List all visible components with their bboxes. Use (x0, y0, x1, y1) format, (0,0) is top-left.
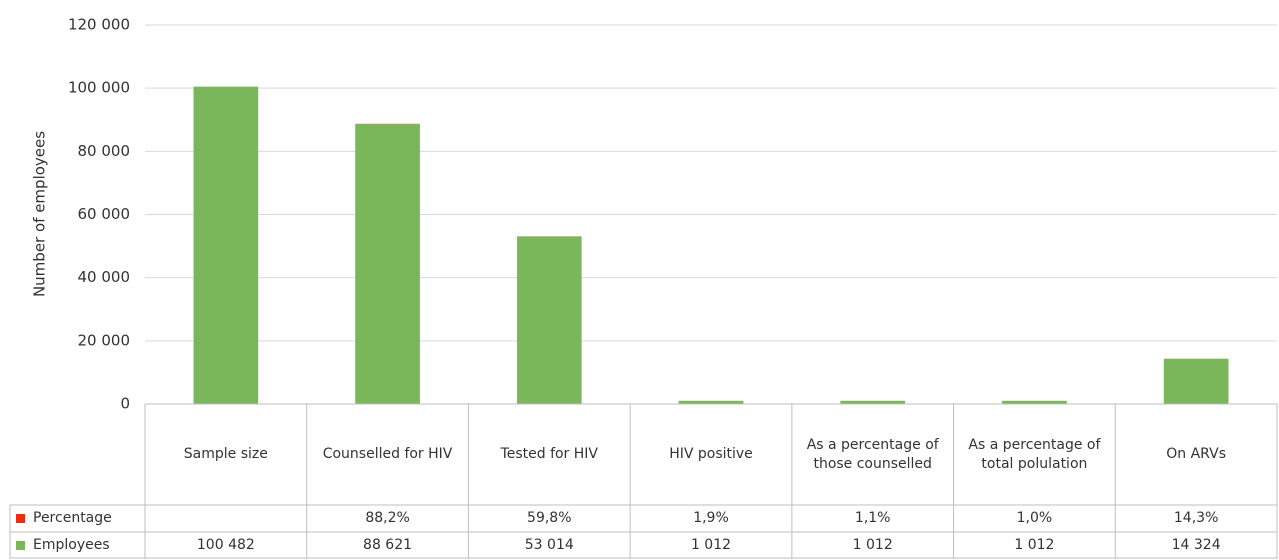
data-label: 88 621 (363, 537, 413, 554)
bar (355, 124, 420, 404)
bar (1163, 358, 1229, 404)
y-tick-label: 100 000 (68, 79, 130, 97)
data-label: 1 012 (1014, 537, 1055, 554)
y-tick-label: 40 000 (78, 268, 131, 286)
category-label: Tested for HIV (500, 446, 598, 463)
data-label: 14 324 (1171, 537, 1221, 554)
data-label: 1 012 (690, 537, 732, 554)
legend-swatch (16, 541, 25, 550)
bar (1002, 400, 1067, 404)
data-label: 1,9% (693, 510, 729, 527)
category-label: HIV positive (669, 446, 753, 463)
legend-entry: Percentage (10, 505, 145, 532)
data-label: 1,0% (1016, 510, 1053, 527)
bar (516, 236, 582, 404)
y-tick-label: 120 000 (68, 16, 130, 34)
category-label: Counselled for HIV (322, 446, 453, 463)
data-label: 1 012 (852, 537, 893, 554)
bar (840, 400, 906, 404)
legend-label: Employees (33, 537, 110, 554)
y-tick-label: 0 (120, 395, 130, 413)
legend-entry: Employees (10, 532, 145, 559)
data-label: 14,3% (1173, 510, 1219, 527)
y-axis-label: Number of employees (31, 131, 49, 297)
bar (193, 86, 259, 404)
bar (678, 400, 744, 404)
legend-swatch (16, 514, 25, 523)
y-tick-label: 60 000 (78, 205, 131, 223)
category-label: Sample size (183, 446, 268, 463)
data-label: 88,2% (365, 510, 410, 527)
category-label: On ARVs (1166, 446, 1227, 463)
legend-label: Percentage (33, 510, 112, 527)
category-label: As a percentage of those counselled (806, 437, 939, 472)
y-tick-label: 80 000 (78, 142, 131, 160)
data-label: 100 482 (196, 537, 255, 554)
data-label: 1,1% (854, 510, 891, 527)
data-label: 59,8% (527, 510, 572, 527)
category-label: As a percentage of total polulation (968, 437, 1101, 472)
y-tick-label: 20 000 (78, 331, 131, 349)
data-label: 53 014 (524, 537, 574, 554)
